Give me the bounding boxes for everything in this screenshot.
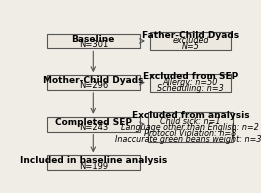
Text: N=199: N=199 xyxy=(79,162,108,171)
Text: Baseline: Baseline xyxy=(72,35,115,44)
Text: Allergy: n=50: Allergy: n=50 xyxy=(163,78,218,87)
FancyBboxPatch shape xyxy=(47,117,140,132)
Text: Language other than English: n=2: Language other than English: n=2 xyxy=(121,123,259,132)
Text: Excluded from SEP: Excluded from SEP xyxy=(143,72,238,81)
Text: Scheduling: n=3: Scheduling: n=3 xyxy=(157,84,224,93)
Text: Included in baseline analysis: Included in baseline analysis xyxy=(20,156,167,165)
Text: Child sick: n=1: Child sick: n=1 xyxy=(160,117,221,126)
Text: N=296: N=296 xyxy=(79,81,108,90)
Text: N=5: N=5 xyxy=(181,42,199,52)
FancyBboxPatch shape xyxy=(148,112,233,142)
Text: Mother-Child Dyads: Mother-Child Dyads xyxy=(43,76,144,85)
Text: Completed SEP: Completed SEP xyxy=(55,118,132,127)
FancyBboxPatch shape xyxy=(47,75,140,90)
Text: excluded: excluded xyxy=(172,36,209,46)
FancyBboxPatch shape xyxy=(150,74,231,91)
Text: Excluded from analysis: Excluded from analysis xyxy=(132,111,249,120)
Text: N=301: N=301 xyxy=(79,40,108,49)
Text: Father-Child Dyads: Father-Child Dyads xyxy=(142,30,239,40)
FancyBboxPatch shape xyxy=(150,32,231,50)
Text: Inaccurate green beans weight: n=33: Inaccurate green beans weight: n=33 xyxy=(115,135,261,144)
Text: Protocol Violation: n=8: Protocol Violation: n=8 xyxy=(144,129,236,138)
FancyBboxPatch shape xyxy=(47,155,140,170)
FancyBboxPatch shape xyxy=(47,34,140,48)
Text: N=243: N=243 xyxy=(79,123,108,132)
